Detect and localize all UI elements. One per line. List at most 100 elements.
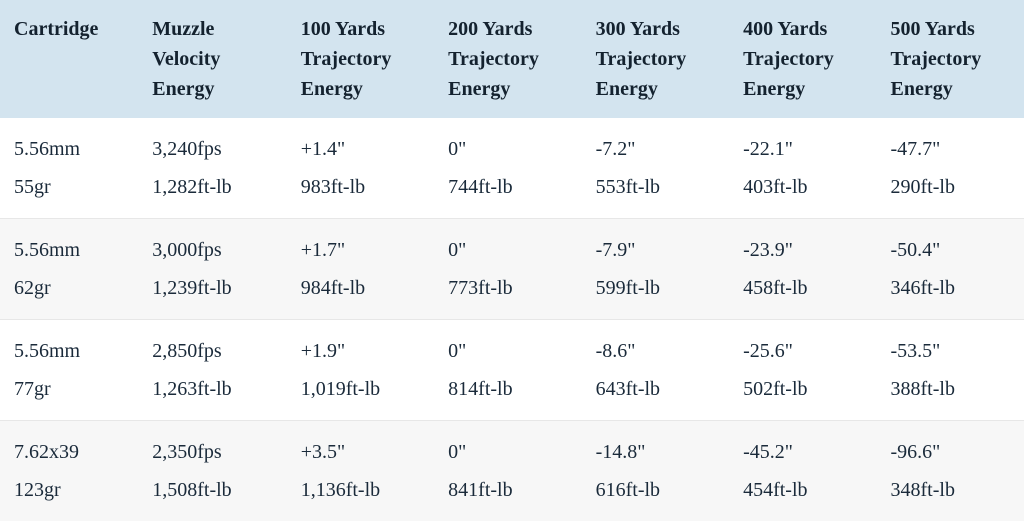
energy-value: 403ft-lb [743,168,864,206]
cell-200: 0" 744ft-lb [434,118,581,219]
cell-300: -7.2" 553ft-lb [582,118,729,219]
cell-400: -22.1" 403ft-lb [729,118,876,219]
trajectory-value: -23.9" [743,231,864,269]
energy-value: 744ft-lb [448,168,569,206]
energy-value: 502ft-lb [743,370,864,408]
cell-400: -45.2" 454ft-lb [729,421,876,521]
header-line: Energy [891,74,1012,104]
cell-cartridge: 5.56mm 77gr [0,320,138,421]
energy-value: 643ft-lb [596,370,717,408]
energy-value: 1,239ft-lb [152,269,274,307]
trajectory-value: -53.5" [891,332,1012,370]
cell-200: 0" 841ft-lb [434,421,581,521]
energy-value: 1,136ft-lb [301,471,422,509]
header-line: Energy [743,74,864,104]
trajectory-value: -7.2" [596,130,717,168]
velocity-value: 3,240fps [152,130,274,168]
col-header-200: 200 Yards Trajectory Energy [434,0,581,118]
cell-300: -7.9" 599ft-lb [582,219,729,320]
trajectory-value: +1.7" [301,231,422,269]
energy-value: 599ft-lb [596,269,717,307]
col-header-500: 500 Yards Trajectory Energy [877,0,1024,118]
cell-100: +1.9" 1,019ft-lb [287,320,434,421]
energy-value: 458ft-lb [743,269,864,307]
header-line: Energy [152,74,274,104]
energy-value: 841ft-lb [448,471,569,509]
trajectory-value: +3.5" [301,433,422,471]
trajectory-value: -14.8" [596,433,717,471]
cell-cartridge: 7.62x39 123gr [0,421,138,521]
cell-muzzle: 2,850fps 1,263ft-lb [138,320,286,421]
energy-value: 616ft-lb [596,471,717,509]
trajectory-value: +1.4" [301,130,422,168]
header-line: Energy [596,74,717,104]
col-header-300: 300 Yards Trajectory Energy [582,0,729,118]
header-line: Trajectory [891,44,1012,74]
energy-value: 290ft-lb [891,168,1012,206]
trajectory-value: -96.6" [891,433,1012,471]
cartridge-grain: 123gr [14,471,126,509]
header-line: Trajectory [743,44,864,74]
energy-value: 1,282ft-lb [152,168,274,206]
cell-cartridge: 5.56mm 62gr [0,219,138,320]
table-row: 7.62x39 123gr 2,350fps 1,508ft-lb +3.5" … [0,421,1024,521]
energy-value: 773ft-lb [448,269,569,307]
cell-400: -25.6" 502ft-lb [729,320,876,421]
cell-cartridge: 5.56mm 55gr [0,118,138,219]
energy-value: 1,508ft-lb [152,471,274,509]
cell-200: 0" 814ft-lb [434,320,581,421]
header-line: 200 Yards [448,14,569,44]
trajectory-value: 0" [448,130,569,168]
cartridge-name: 5.56mm [14,130,126,168]
trajectory-value: -22.1" [743,130,864,168]
table-row: 5.56mm 62gr 3,000fps 1,239ft-lb +1.7" 98… [0,219,1024,320]
cartridge-name: 5.56mm [14,332,126,370]
table-header: Cartridge Muzzle Velocity Energy 100 Yar… [0,0,1024,118]
trajectory-value: 0" [448,231,569,269]
col-header-100: 100 Yards Trajectory Energy [287,0,434,118]
table-row: 5.56mm 77gr 2,850fps 1,263ft-lb +1.9" 1,… [0,320,1024,421]
cell-100: +1.7" 984ft-lb [287,219,434,320]
cell-500: -47.7" 290ft-lb [877,118,1024,219]
cell-500: -50.4" 346ft-lb [877,219,1024,320]
energy-value: 1,019ft-lb [301,370,422,408]
cell-muzzle: 2,350fps 1,508ft-lb [138,421,286,521]
header-line: Trajectory [301,44,422,74]
header-line: Trajectory [596,44,717,74]
cartridge-grain: 62gr [14,269,126,307]
cell-100: +3.5" 1,136ft-lb [287,421,434,521]
col-header-muzzle: Muzzle Velocity Energy [138,0,286,118]
cell-100: +1.4" 983ft-lb [287,118,434,219]
cell-200: 0" 773ft-lb [434,219,581,320]
cell-400: -23.9" 458ft-lb [729,219,876,320]
header-line: 500 Yards [891,14,1012,44]
cartridge-grain: 55gr [14,168,126,206]
header-line: 400 Yards [743,14,864,44]
energy-value: 346ft-lb [891,269,1012,307]
header-line: Muzzle [152,14,274,44]
energy-value: 348ft-lb [891,471,1012,509]
trajectory-value: -8.6" [596,332,717,370]
trajectory-value: 0" [448,332,569,370]
energy-value: 814ft-lb [448,370,569,408]
cell-muzzle: 3,000fps 1,239ft-lb [138,219,286,320]
trajectory-value: -47.7" [891,130,1012,168]
energy-value: 983ft-lb [301,168,422,206]
col-header-cartridge: Cartridge [0,0,138,118]
header-line: 100 Yards [301,14,422,44]
energy-value: 1,263ft-lb [152,370,274,408]
trajectory-value: -45.2" [743,433,864,471]
trajectory-value: 0" [448,433,569,471]
energy-value: 553ft-lb [596,168,717,206]
cartridge-name: 7.62x39 [14,433,126,471]
velocity-value: 3,000fps [152,231,274,269]
energy-value: 984ft-lb [301,269,422,307]
table-body: 5.56mm 55gr 3,240fps 1,282ft-lb +1.4" 98… [0,118,1024,521]
header-line: Cartridge [14,14,126,44]
header-line: 300 Yards [596,14,717,44]
cell-500: -96.6" 348ft-lb [877,421,1024,521]
table-row: 5.56mm 55gr 3,240fps 1,282ft-lb +1.4" 98… [0,118,1024,219]
cartridge-grain: 77gr [14,370,126,408]
trajectory-value: -50.4" [891,231,1012,269]
col-header-400: 400 Yards Trajectory Energy [729,0,876,118]
